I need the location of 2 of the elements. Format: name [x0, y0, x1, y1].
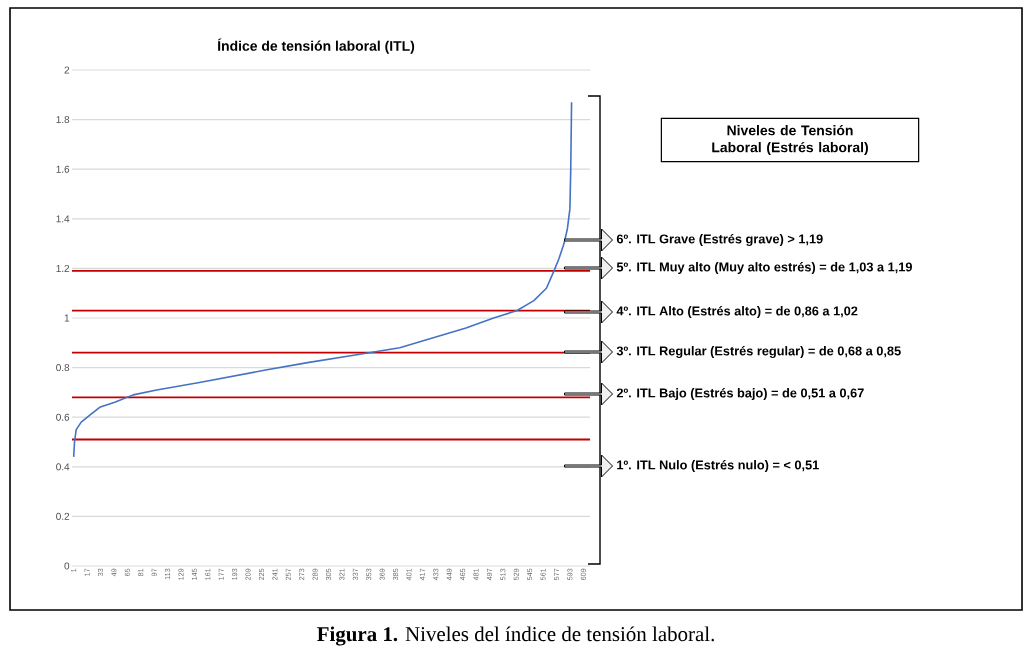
text: Figura 1. Niveles del índice de tensión laboral. — [317, 626, 714, 646]
line-series — [72, 101, 573, 458]
